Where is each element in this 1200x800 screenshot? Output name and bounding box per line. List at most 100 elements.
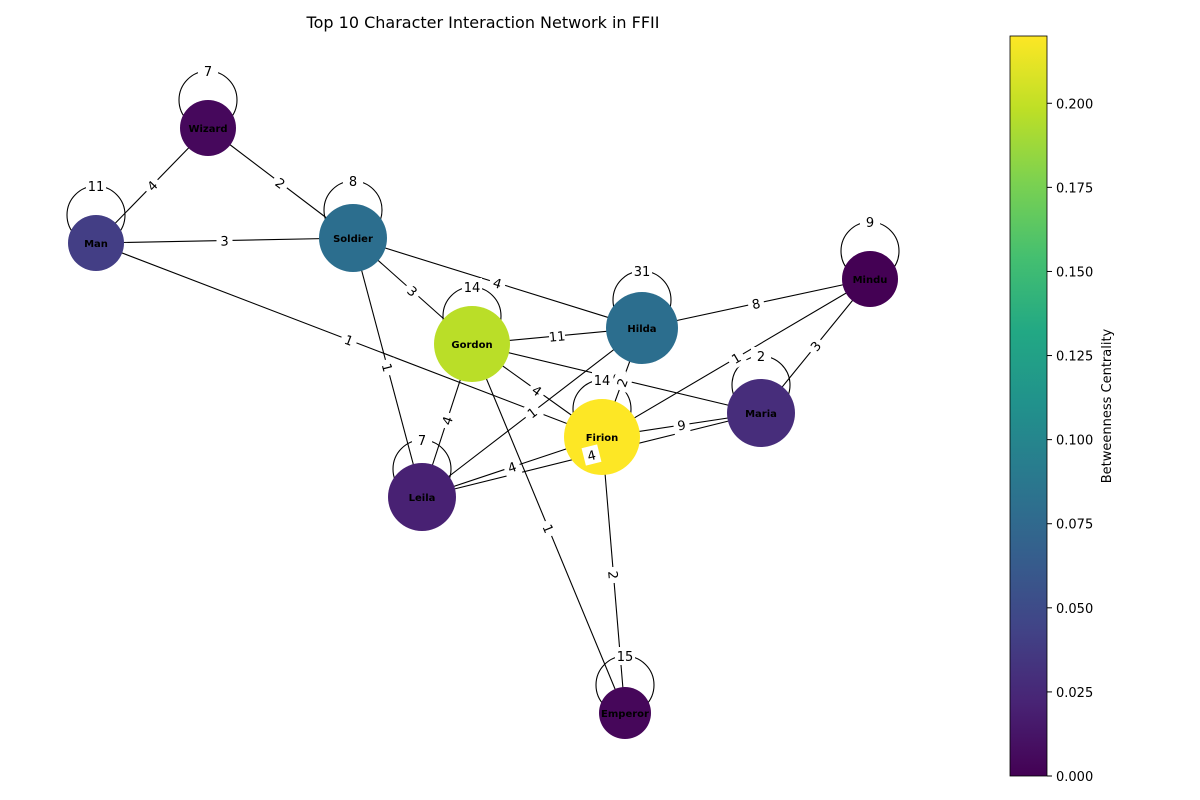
edge-weight-text: 2 (604, 570, 620, 579)
edge-label-background (520, 400, 544, 425)
edge-label-background (487, 272, 508, 294)
colorbar-gradient (1009, 35, 1048, 777)
colorbar-tick-label: 0.200 (1056, 97, 1093, 112)
edge-label-background (610, 371, 634, 394)
edge-label-background (435, 410, 459, 431)
edge-label-background (216, 231, 233, 250)
edge-label-background (400, 278, 425, 304)
node-label-gordon: Gordon (451, 340, 492, 351)
node-label-leila: Leila (409, 493, 436, 504)
node-firion (564, 399, 640, 475)
self-loop-weight-soldier: 8 (349, 175, 357, 190)
self-loop-weight-gordon: 14 (464, 281, 481, 296)
chart-title: Top 10 Character Interaction Network in … (306, 13, 660, 32)
edge-weight-text: 11 (548, 329, 566, 345)
self-loop-label-background (86, 177, 106, 195)
node-label-soldier: Soldier (333, 234, 373, 245)
node-hilda (606, 292, 678, 364)
edge-weight-label: 3 (803, 334, 828, 358)
edge-label-background (268, 170, 293, 196)
node-maria (727, 379, 795, 447)
edge-weight-label: 2 (603, 566, 624, 584)
edge-weight-text: 9 (677, 418, 687, 434)
self-loop-label-background (198, 62, 218, 80)
edge-weight-label: 4 (501, 455, 523, 479)
edge-label-background (139, 173, 165, 198)
edge-label-background (548, 326, 566, 346)
edge-weight-label: 4 (581, 444, 602, 466)
self-loop-weight-emperor: 15 (617, 650, 634, 665)
colorbar-tick-label: 0.050 (1056, 602, 1093, 617)
edge-weight-label: 1 (520, 400, 544, 425)
edge-weight-label: 3 (400, 278, 425, 304)
edge-weight-label: 9 (672, 414, 691, 436)
edge-weight-text: 8 (751, 297, 762, 313)
colorbar-tick-label: 0.025 (1056, 686, 1093, 701)
node-soldier (319, 204, 387, 272)
edge-label-background (746, 293, 766, 314)
colorbar-tick-label: 0.100 (1056, 434, 1093, 449)
self-loop-label-background (632, 262, 652, 280)
self-loop-label-background (751, 347, 771, 365)
node-label-mindu: Mindu (853, 275, 888, 286)
self-loop-label-background (462, 278, 482, 296)
colorbar-tick-label: 0.000 (1056, 770, 1093, 785)
edge-label-background (672, 414, 691, 436)
edge-label-background (803, 334, 828, 358)
edge-weight-label: 11 (548, 326, 566, 346)
colorbar-label: Betweenness Centrality (1100, 328, 1115, 483)
self-loop-weight-man: 11 (88, 180, 105, 195)
self-loop-weight-maria: 2 (757, 350, 765, 365)
self-loop-label-background (343, 172, 363, 190)
edge-weight-label: 1 (376, 357, 399, 378)
self-loop-label-background (615, 647, 635, 665)
edge-label-background (376, 357, 399, 378)
self-loop-label-background (592, 371, 612, 389)
colorbar-tick-label: 0.150 (1056, 265, 1093, 280)
node-label-firion: Firion (586, 433, 619, 444)
nodes-layer: Wizard Man Soldier Gordon Hilda Mindu Maria Fir… (68, 100, 898, 739)
self-loop-weight-mindu: 9 (866, 216, 874, 231)
edge-label-background (525, 378, 549, 403)
edge-weight-label: 2 (268, 170, 293, 196)
self-loop-weight-firion: 14 (594, 374, 611, 389)
node-label-maria: Maria (745, 409, 777, 420)
edge-weight-text: 4 (586, 448, 598, 465)
edge-weight-label: 3 (216, 231, 233, 250)
node-mindu (842, 251, 898, 307)
node-wizard (180, 100, 236, 156)
colorbar-tick-label: 0.125 (1056, 350, 1093, 365)
node-label-emperor: Emperor (601, 709, 649, 720)
node-label-hilda: Hilda (627, 324, 656, 335)
node-man (68, 215, 124, 271)
edge-weight-label: 4 (139, 173, 165, 198)
self-loop-weight-hilda: 31 (634, 265, 651, 280)
edge-label-background (603, 566, 624, 584)
edge-label-background (338, 328, 360, 352)
edge-label-background (537, 517, 560, 540)
node-emperor (599, 687, 651, 739)
edge-label-background (581, 444, 602, 466)
edge-weight-label: 1 (537, 517, 560, 540)
edge-weight-text: 1 (378, 362, 395, 374)
edge-weight-label: 4 (487, 272, 508, 294)
colorbar-tick-label: 0.075 (1056, 518, 1093, 533)
node-leila (388, 463, 456, 531)
self-loop-label-background (412, 431, 432, 449)
colorbar: 0.000 0.025 0.050 0.075 0.100 0.125 0.150 0.175… (1009, 35, 1115, 785)
self-loop-weight-wizard: 7 (204, 65, 212, 80)
self-loop-weight-leila: 7 (418, 434, 426, 449)
node-label-wizard: Wizard (188, 124, 227, 135)
edge-labels-layer: 4231341119441821139442711814319214715 (86, 62, 880, 665)
edge-weight-label: 4 (525, 378, 549, 403)
self-loop-label-background (860, 213, 880, 231)
edge-weight-label: 4 (435, 410, 459, 431)
node-gordon (434, 306, 510, 382)
edge-label-background (501, 455, 523, 479)
colorbar-tick-label: 0.175 (1056, 181, 1093, 196)
colorbar-ticks: 0.000 0.025 0.050 0.075 0.100 0.125 0.150 0.175… (1047, 97, 1093, 785)
edge-weight-text: 4 (145, 178, 162, 194)
edge-weight-label: 2 (610, 371, 634, 394)
edge-weight-text: 3 (220, 234, 229, 249)
